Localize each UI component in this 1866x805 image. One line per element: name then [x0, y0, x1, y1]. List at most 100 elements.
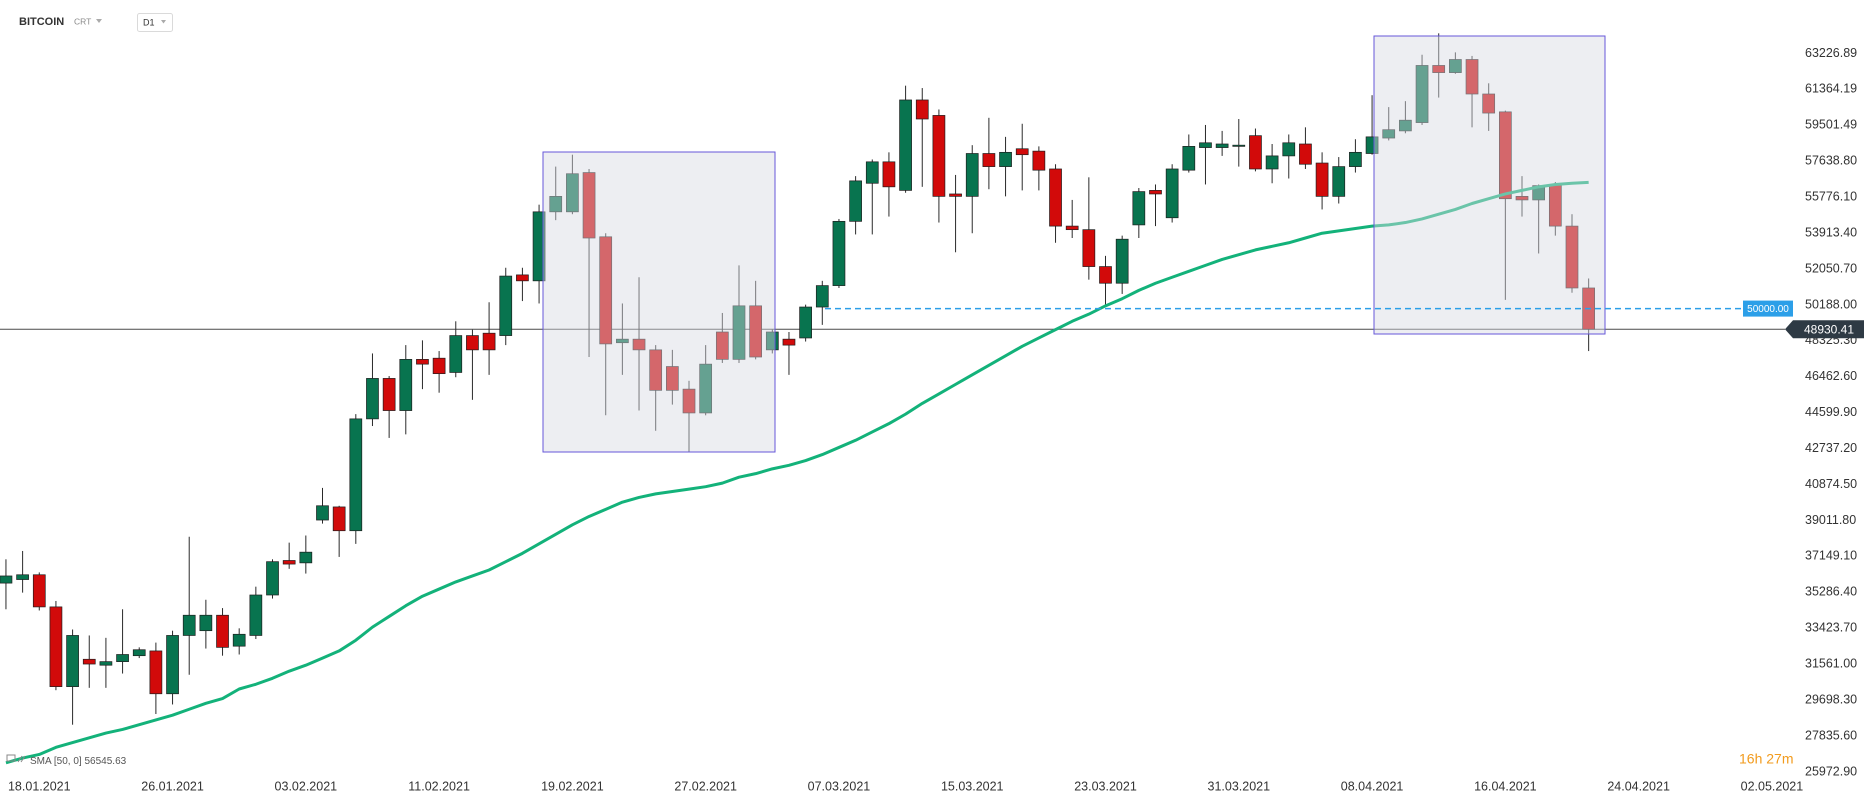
y-tick-label: 57638.80	[1805, 154, 1857, 168]
candle-body	[999, 151, 1012, 167]
candle-body	[666, 366, 679, 391]
y-tick-label: 35286.40	[1805, 585, 1857, 599]
candle-body	[865, 161, 879, 184]
candle-body	[1349, 151, 1362, 167]
candle-body	[982, 153, 996, 167]
sma-line	[5, 180, 1589, 765]
candle-body	[32, 574, 46, 608]
candle-body	[516, 274, 529, 282]
candle-body	[49, 606, 63, 687]
candle-body	[699, 363, 713, 414]
candle-body	[1099, 266, 1112, 284]
candle-body	[1032, 150, 1046, 171]
candle-body	[349, 418, 363, 532]
candles-layer	[0, 33, 1595, 765]
y-tick-label: 37149.10	[1805, 549, 1857, 563]
candle-body	[582, 172, 596, 239]
x-tick-label: 16.04.2021	[1474, 779, 1537, 793]
y-tick-label: 42737.20	[1805, 441, 1857, 455]
y-tick-label: 55776.10	[1805, 189, 1857, 203]
x-tick-label: 02.05.2021	[1741, 779, 1804, 793]
candle-body	[282, 560, 296, 565]
candle-body	[82, 658, 96, 665]
candle-body	[1515, 196, 1529, 201]
y-tick-label: 39011.80	[1805, 513, 1856, 527]
candle-body	[1499, 111, 1512, 200]
candle-body	[832, 220, 846, 286]
candle-body	[1365, 136, 1379, 154]
y-tick-label: 63226.89	[1805, 46, 1857, 60]
candle-body	[1449, 59, 1462, 73]
candle-body	[399, 359, 413, 411]
x-tick-label: 03.02.2021	[275, 779, 338, 793]
candle-body	[149, 650, 163, 695]
bar-countdown: 16h 27m	[1739, 751, 1793, 767]
candle-body	[782, 338, 796, 346]
candle-body	[432, 357, 446, 375]
x-tick-label: 23.03.2021	[1074, 779, 1137, 793]
candle-body	[499, 275, 513, 336]
candle-body	[566, 173, 579, 213]
candle-body	[232, 633, 246, 647]
y-tick-label: 29698.30	[1805, 692, 1857, 706]
candle-body	[166, 635, 179, 695]
candle-body	[1115, 238, 1129, 284]
indicator-value: 56545.63	[84, 756, 126, 767]
candle-body	[1382, 129, 1396, 139]
candle-body	[1182, 146, 1196, 171]
candle-body	[849, 180, 862, 222]
candle-body	[1399, 119, 1412, 132]
y-tick-label: 31561.00	[1805, 657, 1857, 671]
dropdown-arrow[interactable]	[161, 20, 166, 24]
y-tick-label: 27835.60	[1805, 728, 1857, 742]
candle-body	[532, 211, 546, 282]
candle-body	[449, 335, 463, 373]
candle-body	[1282, 142, 1296, 157]
interval[interactable]: D1	[143, 17, 155, 27]
y-tick-label: 33423.70	[1805, 621, 1857, 635]
candle-body	[466, 335, 479, 351]
candle-body	[1215, 143, 1229, 148]
instrument-type[interactable]: CRT	[74, 16, 91, 26]
candle-body	[182, 614, 196, 636]
candle-body	[16, 574, 29, 580]
dropdown-arrow[interactable]	[96, 19, 102, 23]
candle-body	[332, 506, 346, 532]
candle-body	[1332, 166, 1346, 197]
candle-body	[199, 614, 213, 632]
indicator-name: SMA [50, 0]	[30, 756, 82, 767]
candle-body	[116, 654, 129, 662]
candle-body	[216, 614, 229, 648]
drawing-layer	[542, 35, 1606, 453]
y-tick-label: 61364.19	[1805, 82, 1857, 96]
candle-body	[616, 338, 629, 344]
candle-body	[1465, 59, 1479, 95]
candle-body	[799, 306, 812, 339]
indicator-icon[interactable]	[17, 755, 26, 763]
symbol: BITCOIN	[19, 16, 64, 28]
candle-body	[482, 332, 496, 351]
candle-body	[1415, 65, 1429, 123]
interval-select[interactable]	[137, 13, 173, 32]
y-tick-label: 46462.60	[1805, 369, 1857, 383]
y-tick-label: 44599.90	[1805, 405, 1857, 419]
candle-body	[299, 551, 313, 564]
y-tick-label: 25972.90	[1805, 764, 1857, 778]
candle-body	[649, 349, 663, 391]
candle-body	[1065, 225, 1079, 231]
indicator-icon[interactable]	[6, 754, 16, 762]
candle-body	[1132, 191, 1146, 226]
x-tick-label: 19.02.2021	[541, 779, 604, 793]
candle-body	[1432, 65, 1446, 73]
candle-body	[1015, 148, 1029, 156]
y-tick-label: 53913.40	[1805, 225, 1857, 239]
candle-body	[1199, 142, 1212, 148]
candle-body	[366, 378, 379, 420]
candle-body	[266, 561, 279, 596]
y-tick-label: 50188.00	[1805, 297, 1857, 311]
x-tick-label: 31.03.2021	[1208, 779, 1271, 793]
candle-body	[882, 161, 896, 188]
rectangle-drawing	[542, 151, 776, 453]
